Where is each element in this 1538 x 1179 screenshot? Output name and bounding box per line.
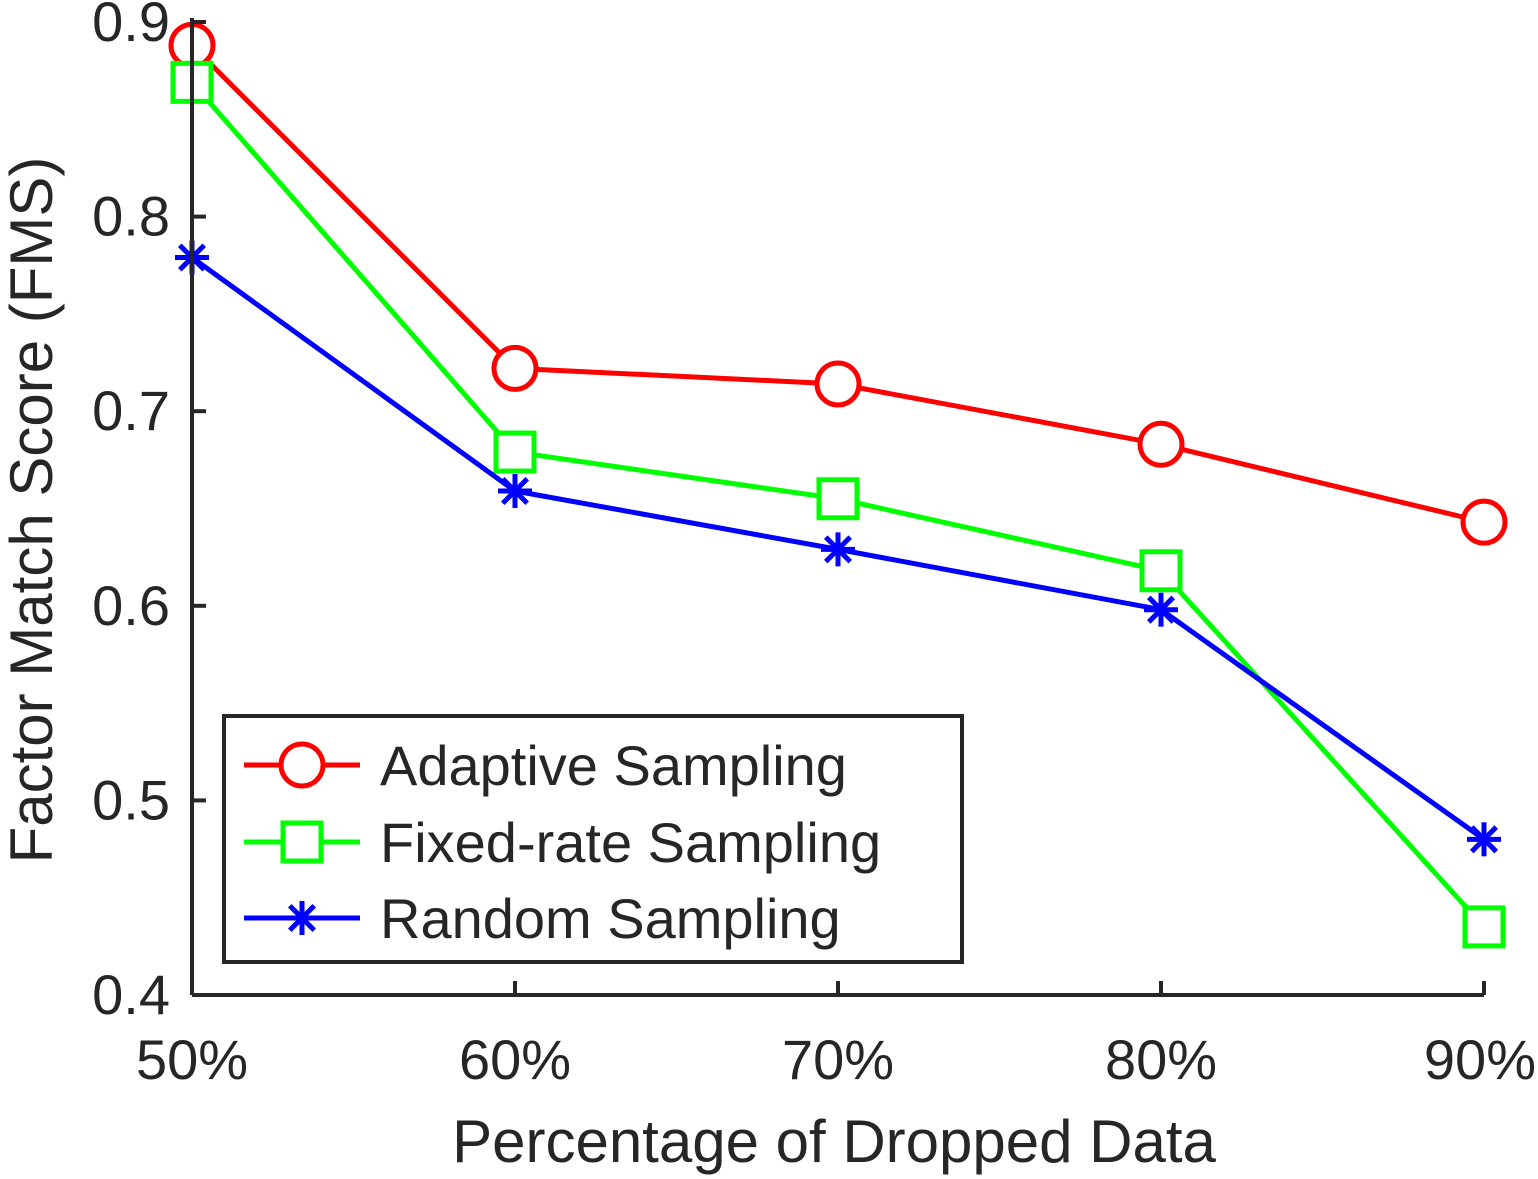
y-tick-label-5: 0.8 [92, 185, 170, 248]
data-point-1-2 [491, 344, 539, 392]
legend-marker-3 [285, 901, 319, 935]
x-tick-label-1: 50% [136, 1028, 248, 1091]
legend-box [222, 714, 964, 964]
y-tick-label-2: 0.5 [92, 768, 170, 831]
legend-entry-2: Fixed-rate Sampling [244, 811, 881, 874]
y-axis-label: Factor Match Score (FMS) [0, 157, 65, 864]
series-1 [168, 21, 1508, 546]
axes [190, 18, 1486, 997]
series-2 [170, 60, 1506, 949]
x-tick-label-4: 80% [1105, 1028, 1217, 1091]
data-point-1-5 [1460, 498, 1508, 546]
legend-entry-1: Adaptive Sampling [244, 734, 847, 797]
legend-marker-1 [278, 741, 326, 789]
x-tick-label-5: 90% [1424, 1028, 1536, 1091]
data-point-1-4 [1137, 420, 1185, 468]
data-point-3-5 [1467, 822, 1501, 857]
legend-label-1: Adaptive Sampling [380, 734, 847, 797]
legend-entries: Adaptive Sampling Fixed-rate Sampling Rand… [244, 734, 881, 950]
y-tick-label-3: 0.6 [92, 574, 170, 637]
y-tick-label-4: 0.7 [92, 379, 170, 442]
legend-label-2: Fixed-rate Sampling [380, 811, 881, 874]
data-point-3-4 [1144, 592, 1178, 627]
legend-marker-2 [280, 820, 324, 864]
series-line-1 [190, 43, 1485, 525]
data-point-3-2 [498, 473, 532, 508]
data-point-2-3 [816, 477, 860, 521]
series-layer [168, 21, 1508, 949]
tick-labels: 0.4 0.5 0.6 0.7 0.8 0.9 50% 60% 70% 80% 90% [92, 0, 1536, 1091]
y-tick-label-1: 0.4 [92, 963, 170, 1026]
y-tick-label-6: 0.9 [92, 0, 170, 53]
data-point-1-3 [814, 360, 862, 408]
legend-entry-3: Random Sampling [244, 887, 841, 950]
legend: Adaptive Sampling Fixed-rate Sampling Rand… [222, 714, 964, 964]
x-tick-label-2: 60% [459, 1028, 571, 1091]
x-axis-label: Percentage of Dropped Data [452, 1108, 1216, 1175]
data-point-2-2 [493, 430, 537, 474]
data-point-3-3 [821, 532, 855, 567]
x-tick-label-3: 70% [782, 1028, 894, 1091]
legend-label-3: Random Sampling [380, 887, 841, 950]
data-point-2-5 [1462, 905, 1506, 949]
data-point-2-4 [1139, 549, 1183, 593]
